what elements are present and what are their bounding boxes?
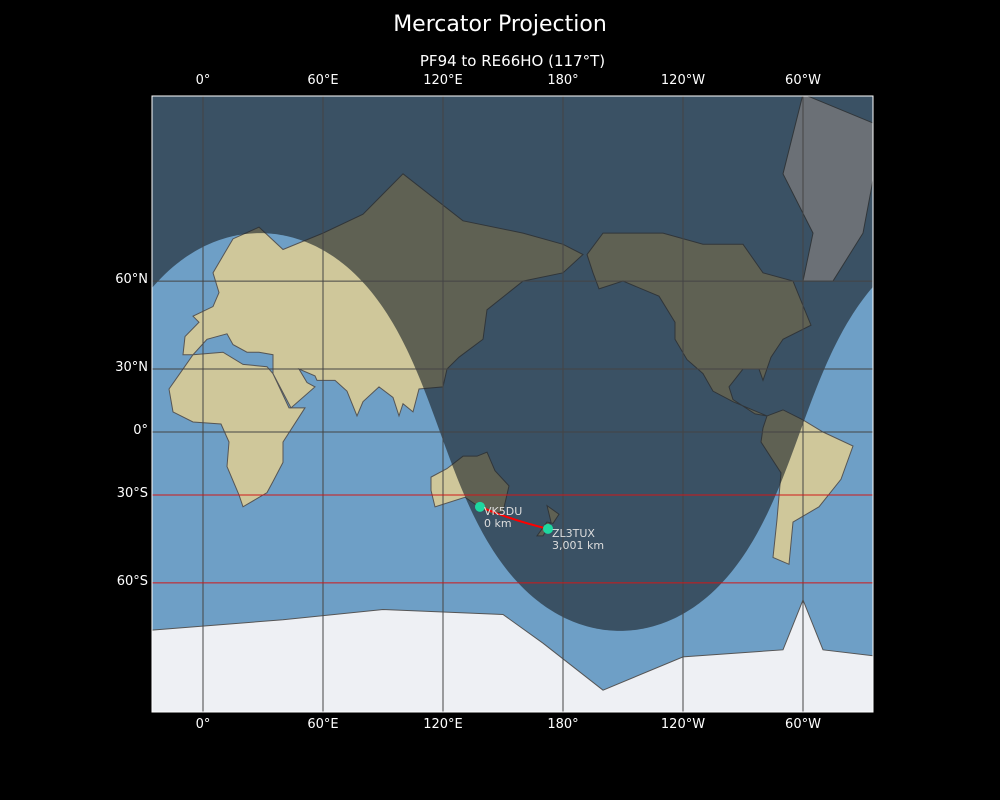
y-tick-label: 60°S bbox=[116, 573, 148, 589]
x-tick-label-bottom: 180° bbox=[547, 717, 579, 732]
x-tick-label-top: 180° bbox=[547, 73, 579, 88]
night-shading bbox=[152, 96, 873, 631]
map-subtitle: PF94 to RE66HO (117°T) bbox=[419, 52, 606, 70]
x-tick-label-bottom: 120°W bbox=[660, 717, 706, 732]
map-frame bbox=[151, 95, 874, 713]
y-tick-label: 30°N bbox=[115, 360, 148, 376]
x-tick-label-top: 120°E bbox=[423, 73, 463, 88]
x-tick-label-top: 0° bbox=[195, 73, 211, 88]
x-tick-label-bottom: 120°E bbox=[423, 717, 463, 732]
station-callsign: VK5DU bbox=[484, 505, 522, 518]
y-tick-label: 0° bbox=[133, 423, 148, 438]
station-distance: 0 km bbox=[484, 517, 512, 530]
y-tick-label: 30°S bbox=[116, 485, 148, 501]
x-tick-label-bottom: 60°E bbox=[307, 717, 339, 732]
x-tick-label-top: 60°W bbox=[785, 73, 821, 88]
station-distance: 3,001 km bbox=[552, 539, 604, 552]
figure-title: Mercator Projection bbox=[393, 12, 607, 37]
station-callsign: ZL3TUX bbox=[552, 527, 595, 540]
graticule bbox=[152, 96, 873, 712]
x-tick-label-bottom: 0° bbox=[195, 717, 211, 732]
route-path bbox=[479, 505, 549, 530]
x-tick-label-top: 120°W bbox=[660, 73, 706, 88]
station-marker bbox=[543, 523, 553, 534]
station-marker bbox=[475, 501, 485, 512]
x-tick-label-bottom: 60°W bbox=[785, 717, 821, 732]
route-layer bbox=[475, 501, 553, 534]
y-tick-label: 60°N bbox=[115, 272, 148, 288]
x-tick-label-top: 60°E bbox=[307, 73, 339, 88]
land-antarctica bbox=[152, 598, 873, 712]
